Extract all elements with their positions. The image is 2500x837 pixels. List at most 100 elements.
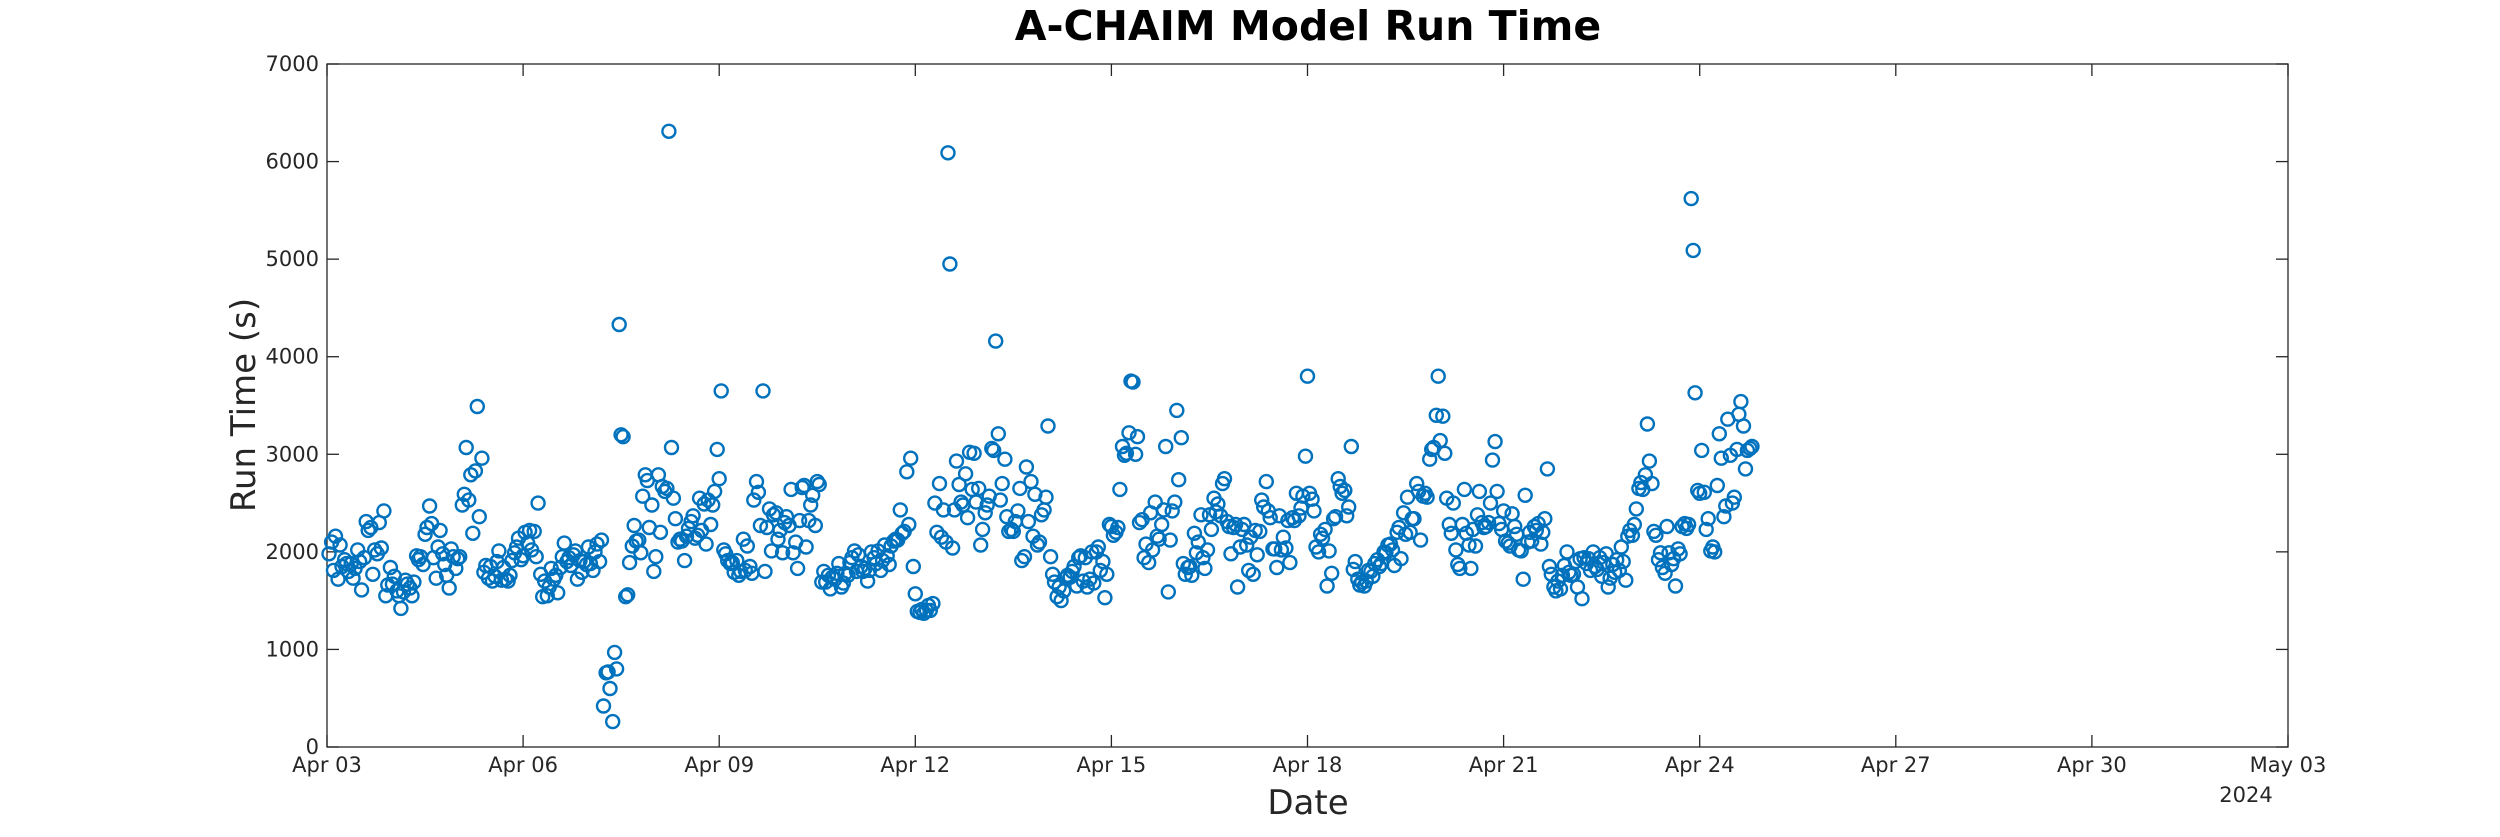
data-point: [502, 567, 518, 583]
data-point: [474, 450, 490, 466]
data-point: [1435, 408, 1451, 424]
data-point: [574, 564, 590, 580]
data-point: [803, 497, 819, 513]
data-point: [789, 560, 806, 577]
data-point: [1169, 402, 1185, 419]
data-point: [1706, 544, 1723, 560]
data-point: [1070, 550, 1087, 566]
data-point: [1615, 553, 1631, 570]
data-point: [1482, 495, 1499, 511]
data-point: [1700, 511, 1716, 527]
data-point: [1012, 480, 1028, 497]
data-point: [1147, 494, 1163, 510]
data-point: [785, 545, 801, 561]
data-point: [1347, 553, 1363, 570]
data-point: [1155, 502, 1172, 518]
data-point: [633, 545, 649, 561]
data-point: [706, 483, 723, 500]
x-tick-label: Apr 06: [488, 753, 558, 777]
x-axis-year-label: 2024: [2219, 783, 2272, 807]
data-point: [1238, 537, 1255, 553]
data-point: [709, 441, 725, 458]
data-point: [986, 442, 1002, 459]
data-point: [450, 551, 466, 567]
data-point: [635, 488, 651, 504]
data-point: [1297, 448, 1314, 464]
data-point: [1038, 489, 1054, 505]
y-tick-label: 6000: [266, 150, 319, 174]
data-point: [746, 492, 762, 508]
data-point: [971, 480, 987, 497]
data-point: [1430, 368, 1446, 384]
data-point: [1487, 433, 1503, 450]
data-point: [698, 536, 714, 552]
data-point: [750, 484, 767, 500]
data-point: [463, 467, 479, 483]
data-point: [432, 522, 448, 539]
data-point: [1286, 512, 1303, 529]
data-point: [618, 589, 634, 605]
data-point: [365, 566, 381, 582]
data-point: [1667, 578, 1684, 594]
data-point: [589, 536, 605, 552]
x-tick-label: May 03: [2250, 753, 2327, 777]
data-point: [1144, 542, 1161, 558]
data-point: [1608, 552, 1625, 568]
data-point: [1310, 544, 1327, 560]
data-point: [992, 492, 1008, 508]
data-point: [1153, 516, 1170, 533]
data-point: [611, 316, 627, 333]
data-point: [345, 570, 361, 586]
data-point: [951, 476, 967, 493]
data-point: [1118, 445, 1135, 461]
data-point: [1445, 495, 1462, 511]
data-point: [465, 525, 481, 541]
data-point: [1419, 489, 1435, 505]
data-point: [1489, 483, 1505, 500]
data-point: [1463, 560, 1479, 577]
data-point: [469, 398, 485, 415]
data-point: [1338, 508, 1355, 524]
data-point: [1164, 503, 1180, 519]
y-tick-label: 1000: [266, 637, 319, 661]
data-point: [1151, 531, 1167, 547]
data-point: [528, 549, 544, 565]
data-point: [1698, 521, 1714, 538]
x-tick-label: Apr 27: [1861, 753, 1931, 777]
data-point: [1184, 567, 1200, 583]
data-point: [461, 492, 477, 508]
data-point: [1497, 533, 1514, 549]
data-point: [1182, 558, 1198, 575]
data-point: [903, 450, 919, 466]
data-point: [1157, 438, 1174, 455]
data-point: [1393, 551, 1409, 567]
data-point: [373, 540, 389, 556]
data-point: [1739, 442, 1756, 459]
data-point: [595, 698, 612, 714]
data-point: [415, 556, 431, 573]
data-point: [879, 548, 895, 564]
data-point: [1249, 547, 1265, 563]
x-tick-label: Apr 09: [684, 753, 754, 777]
data-point: [1203, 521, 1220, 538]
data-point: [1480, 514, 1497, 531]
x-tick-label: Apr 21: [1469, 753, 1539, 777]
data-point: [605, 713, 621, 730]
data-point: [435, 546, 451, 562]
axis-ticks: 0 1000 2000 3000 4000 5000 6000 7000 Apr 03 Apr 0…: [266, 52, 2327, 777]
data-point: [713, 383, 729, 399]
data-point: [1672, 546, 1688, 562]
data-point: [1253, 492, 1270, 508]
data-point: [1628, 501, 1645, 517]
data-point: [1086, 575, 1102, 591]
data-point: [1648, 527, 1664, 543]
data-point: [421, 498, 438, 514]
data-point: [988, 333, 1004, 349]
data-point: [591, 553, 608, 570]
data-point: [1110, 519, 1126, 536]
data-point: [1713, 450, 1730, 466]
data-point: [1641, 453, 1658, 469]
data-point: [774, 545, 791, 561]
data-point: [1618, 572, 1634, 588]
